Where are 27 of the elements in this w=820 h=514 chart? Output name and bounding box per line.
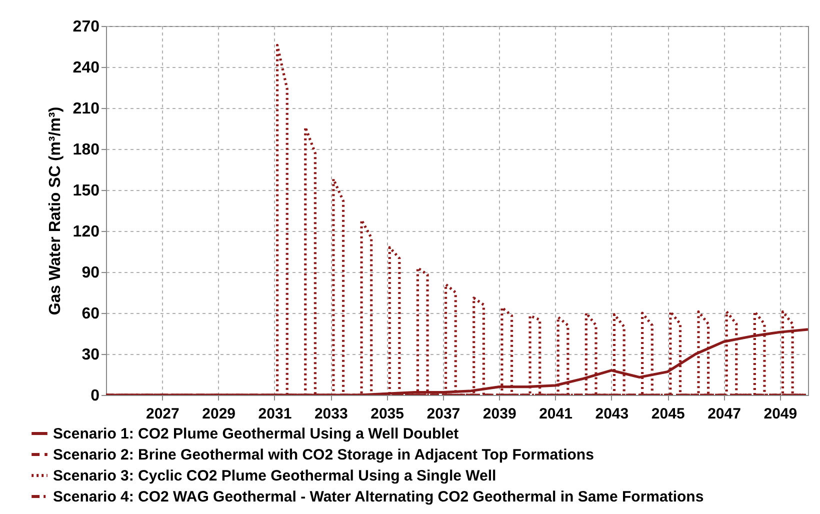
x-tick-label: 2039 (482, 406, 516, 422)
y-tick-label: 90 (82, 264, 100, 282)
y-tick-label: 120 (72, 224, 100, 240)
x-tick-label: 2049 (764, 406, 798, 422)
x-tick-label: 2037 (426, 406, 460, 422)
x-tick-label: 2029 (202, 406, 236, 422)
x-tick-label: 2047 (708, 406, 741, 422)
legend-label: Scenario 4: CO2 WAG Geothermal - Water Alternating CO2 Geothermal in Same Formations (53, 488, 704, 506)
y-tick-label: 0 (90, 388, 100, 404)
x-tick-label: 2035 (370, 406, 404, 422)
y-tick-label: 210 (72, 100, 100, 118)
legend-label: Scenario 1: CO2 Plume Geothermal Using a Well Doublet (53, 426, 459, 442)
x-tick-label: 2041 (539, 406, 572, 422)
y-tick-label: 270 (72, 18, 100, 36)
x-tick-label: 2043 (595, 406, 629, 422)
y-axis-title: Gas Water Ratio SC (m³/m³) (46, 106, 64, 316)
x-tick-label: 2027 (146, 406, 180, 422)
y-tick-label: 240 (72, 60, 100, 76)
y-tick-label: 180 (72, 142, 100, 158)
x-tick-label: 2033 (314, 406, 348, 422)
legend-label: Scenario 2: Brine Geothermal with CO2 Storage in Adjacent Top Formations (53, 446, 594, 464)
y-tick-label: 150 (72, 182, 100, 200)
legend-label: Scenario 3: Cyclic CO2 Plume Geothermal Using a Single Well (53, 468, 496, 484)
x-tick-label: 2031 (258, 406, 292, 422)
x-tick-label: 2045 (651, 406, 685, 422)
y-tick-label: 60 (82, 306, 100, 322)
y-tick-label: 30 (82, 346, 100, 364)
